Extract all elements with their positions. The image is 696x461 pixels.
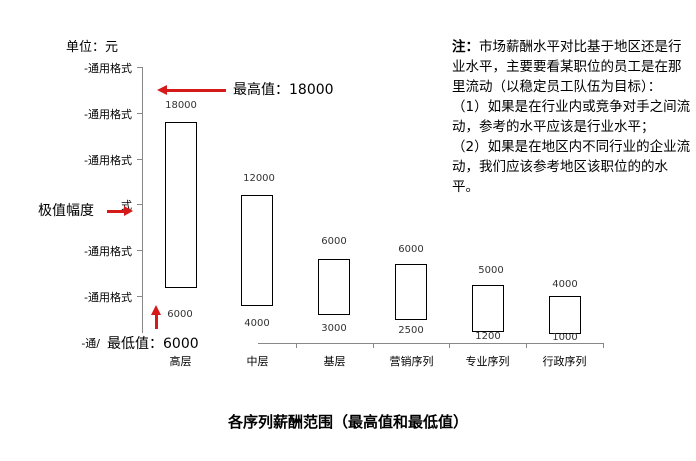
min-value-label: 3000 <box>321 323 347 334</box>
min-value-label: 4000 <box>244 318 270 329</box>
category-label: 行政序列 <box>542 355 587 368</box>
max-value-label: 18000 <box>165 100 197 111</box>
max-value-label: 6000 <box>321 236 347 247</box>
y-tick <box>137 296 142 297</box>
range-arrow-shaft <box>107 210 124 213</box>
max-value-label: 5000 <box>478 265 504 276</box>
unit-label: 单位：元 <box>66 40 119 55</box>
x-tick <box>449 343 450 348</box>
y-tick <box>137 159 142 160</box>
x-tick <box>526 343 527 348</box>
max-value-label: 6000 <box>398 244 424 255</box>
category-label: 中层 <box>246 355 269 368</box>
range-bar-middle <box>241 195 273 306</box>
x-tick <box>373 343 374 348</box>
y-tick <box>137 204 142 205</box>
min-value-annotation: 最低值：6000 <box>107 333 199 353</box>
min-value-label: 1200 <box>475 331 501 342</box>
range-bar-basic <box>318 259 350 315</box>
y-tick <box>137 250 142 251</box>
max-arrow-shaft <box>166 89 226 92</box>
x-axis <box>258 343 603 344</box>
note-heading: 注： <box>452 39 479 55</box>
category-label: 营销序列 <box>389 355 434 368</box>
x-tick <box>296 343 297 348</box>
range-bar-sales <box>395 264 427 320</box>
category-label: 基层 <box>323 355 346 368</box>
range-annotation: 极值幅度 <box>38 203 94 219</box>
y-tick <box>137 67 142 68</box>
y-tick-label: -通/ <box>81 337 100 350</box>
y-tick-label: 式 <box>121 199 132 212</box>
y-tick-label: -通用格式 <box>84 291 132 304</box>
note-body: 市场薪酬水平对比基于地区还是行业水平，主要要看某职位的员工是在那里流动（以稳定员… <box>452 39 682 95</box>
max-value-label: 4000 <box>552 279 578 290</box>
min-value-label: 1000 <box>552 332 578 343</box>
y-tick <box>137 113 142 114</box>
range-bar-professional <box>472 285 504 332</box>
note-item-2: （2）如果是在地区内不同行业的企业流动，我们应该参考地区该职位的的水平。 <box>452 139 691 195</box>
chart-title: 各序列薪酬范围（最高值和最低值） <box>227 413 468 431</box>
y-axis <box>142 67 143 344</box>
min-value-label: 6000 <box>167 309 193 320</box>
range-bar-senior <box>165 122 197 288</box>
y-tick-label: -通用格式 <box>84 108 132 121</box>
y-tick-label: -通用格式 <box>84 154 132 167</box>
y-tick-label: -通用格式 <box>84 62 132 75</box>
y-tick-label: -通用格式 <box>84 245 132 258</box>
note-item-1: （1）如果是在行业内或竞争对手之间流动，参考的水平应该是行业水平； <box>452 99 691 135</box>
category-label: 专业序列 <box>465 355 510 368</box>
max-value-label: 12000 <box>243 173 275 184</box>
min-arrow-shaft <box>155 314 158 329</box>
range-bar-admin <box>549 296 581 334</box>
max-value-annotation: 最高值：18000 <box>233 82 334 98</box>
x-tick <box>603 343 604 348</box>
note-text: 注：市场薪酬水平对比基于地区还是行业水平，主要要看某职位的员工是在那里流动（以稳… <box>452 37 692 197</box>
max-arrow-head-icon <box>157 85 167 95</box>
category-label: 高层 <box>169 355 192 368</box>
min-arrow-head-icon <box>151 305 161 315</box>
range-arrow-head-icon <box>124 206 133 216</box>
min-value-label: 2500 <box>398 325 424 336</box>
